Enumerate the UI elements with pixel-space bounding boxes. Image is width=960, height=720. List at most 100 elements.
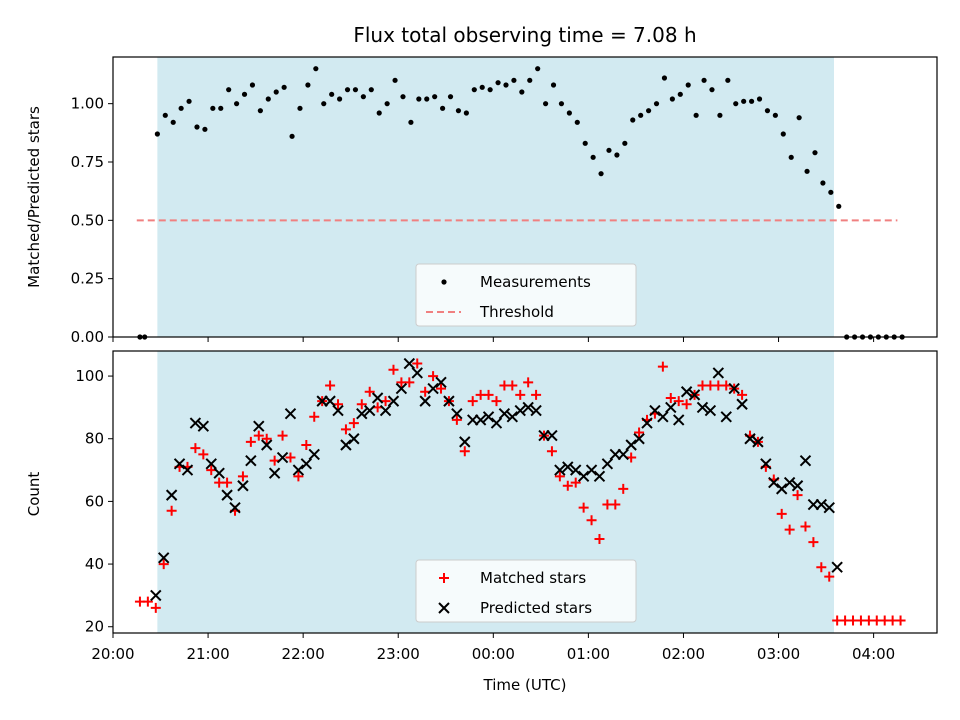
x-tick-label: 23:00: [377, 645, 420, 663]
bottom-matched-stars-point: [895, 615, 906, 626]
bottom-predicted-stars-point: [300, 458, 313, 470]
bottom-axes-frame: [112, 350, 938, 634]
bottom-predicted-stars-point: [696, 401, 709, 414]
bottom-matched-stars-point: [158, 559, 169, 570]
top-measurements-point: [614, 152, 620, 158]
x-tick-label: 20:00: [91, 645, 134, 663]
bottom-matched-stars-point: [459, 446, 470, 457]
bottom-matched-stars-point: [681, 399, 692, 410]
top-measurements-point: [289, 133, 295, 139]
bottom-matched-stars-point: [404, 377, 415, 388]
bottom-predicted-stars-point: [799, 454, 812, 467]
bottom-predicted-stars-point: [435, 376, 447, 389]
bottom-predicted-stars-point: [395, 382, 408, 395]
top-measurements-point: [717, 112, 723, 118]
bottom-predicted-stars-point: [776, 483, 788, 495]
bottom-matched-stars-point: [824, 571, 835, 582]
bottom-matched-stars-point: [301, 440, 312, 450]
bottom-matched-stars-point: [610, 499, 621, 510]
bottom-predicted-stars-point: [783, 476, 796, 489]
top-measurements-point: [677, 91, 683, 97]
bottom-predicted-stars-point: [752, 436, 764, 448]
bottom-predicted-stars-point: [577, 470, 590, 483]
bottom-legend-swatch-predicted-stars: [438, 602, 450, 614]
bottom-matched-stars-point: [277, 430, 288, 441]
bottom-matched-stars-point: [198, 449, 209, 460]
bottom-predicted-stars-point: [189, 417, 202, 429]
bottom-predicted-stars-point: [403, 357, 416, 370]
bottom-matched-stars-point: [412, 358, 423, 369]
bottom-predicted-stars-point: [284, 407, 297, 420]
top-measurements-point: [329, 91, 335, 97]
top-measurements-point: [226, 87, 232, 93]
bottom-predicted-stars-point: [459, 436, 471, 448]
bottom-matched-stars-point: [586, 515, 597, 526]
bottom-predicted-stars-point: [427, 382, 439, 395]
bottom-predicted-stars-point: [514, 404, 526, 417]
bottom-matched-stars-point: [245, 436, 256, 447]
top-measurements-point: [463, 110, 469, 116]
x-axis-label: Time (UTC): [483, 676, 567, 694]
top-measurements-point: [384, 101, 390, 107]
bottom-matched-stars-point: [222, 477, 233, 488]
bottom-predicted-stars-point: [387, 395, 400, 407]
top-measurements-point: [305, 82, 311, 88]
top-measurements-point: [392, 77, 398, 83]
bottom-predicted-stars-point: [546, 429, 558, 442]
top-measurements-point: [574, 119, 580, 125]
bottom-predicted-stars-point: [197, 420, 210, 432]
top-measurements-point: [210, 105, 216, 111]
top-y-tick-label: 0.75: [71, 153, 104, 171]
bottom-matched-stars-point: [816, 562, 827, 573]
top-series-measurements: [137, 66, 905, 340]
top-measurements-point: [479, 84, 485, 90]
top-measurements-point: [701, 77, 707, 83]
x-tick-label: 04:00: [852, 645, 895, 663]
bottom-predicted-stars-point: [173, 458, 186, 470]
top-legend-swatch-measurements: [441, 279, 447, 285]
top-measurements-point: [408, 119, 414, 125]
bottom-matched-stars-point: [554, 471, 565, 482]
bottom-predicted-stars-point: [253, 420, 265, 432]
top-legend: Measurements Threshold: [415, 263, 637, 327]
x-tick-label: 02:00: [662, 645, 705, 663]
bottom-matched-stars-point: [562, 480, 573, 491]
bottom-predicted-stars-point: [181, 464, 194, 476]
bottom-predicted-stars-point: [268, 467, 281, 479]
bottom-predicted-stars-point: [165, 489, 178, 501]
bottom-matched-stars-point: [388, 364, 399, 375]
bottom-predicted-stars-point: [490, 417, 503, 429]
top-measurements-point: [756, 96, 763, 102]
bottom-y-tick-label: 80: [85, 430, 104, 448]
top-measurements-point: [360, 94, 366, 100]
top-measurements-point: [653, 101, 660, 107]
bottom-legend: Matched stars Predicted stars: [415, 559, 637, 623]
top-measurements-point: [558, 101, 565, 107]
bottom-matched-stars-point: [800, 521, 811, 532]
bottom-predicted-stars-point: [728, 382, 740, 395]
bottom-matched-stars-point: [348, 418, 359, 429]
top-measurements-point: [709, 87, 715, 93]
top-measurements-point: [796, 115, 802, 121]
top-measurements-point: [440, 105, 446, 111]
top-measurements-point: [550, 82, 557, 88]
bottom-predicted-stars-point: [451, 407, 463, 420]
top-axes-frame: [112, 56, 938, 338]
bottom-predicted-stars-point: [617, 448, 629, 461]
bottom-matched-stars-point: [531, 389, 542, 400]
top-measurements-point: [400, 94, 406, 100]
top-measurements-point: [281, 84, 287, 90]
top-measurements-point: [836, 203, 842, 209]
top-measurements-point: [487, 87, 493, 93]
bottom-predicted-stars-point: [150, 589, 162, 602]
bottom-matched-stars-point: [309, 411, 320, 422]
bottom-matched-stars-point: [253, 430, 264, 441]
x-tick-label: 00:00: [472, 645, 515, 663]
bottom-predicted-stars-point: [712, 367, 725, 379]
bottom-predicted-stars-point: [530, 404, 542, 417]
bottom-predicted-stars-point: [348, 433, 360, 445]
top-panel: 0.00 0.25 0.50 0.75 1.00 Measurements Threshol…: [71, 56, 938, 346]
bottom-matched-stars-point: [261, 433, 272, 444]
x-tick-label: 21:00: [186, 645, 229, 663]
bottom-predicted-stars-point: [474, 414, 487, 426]
